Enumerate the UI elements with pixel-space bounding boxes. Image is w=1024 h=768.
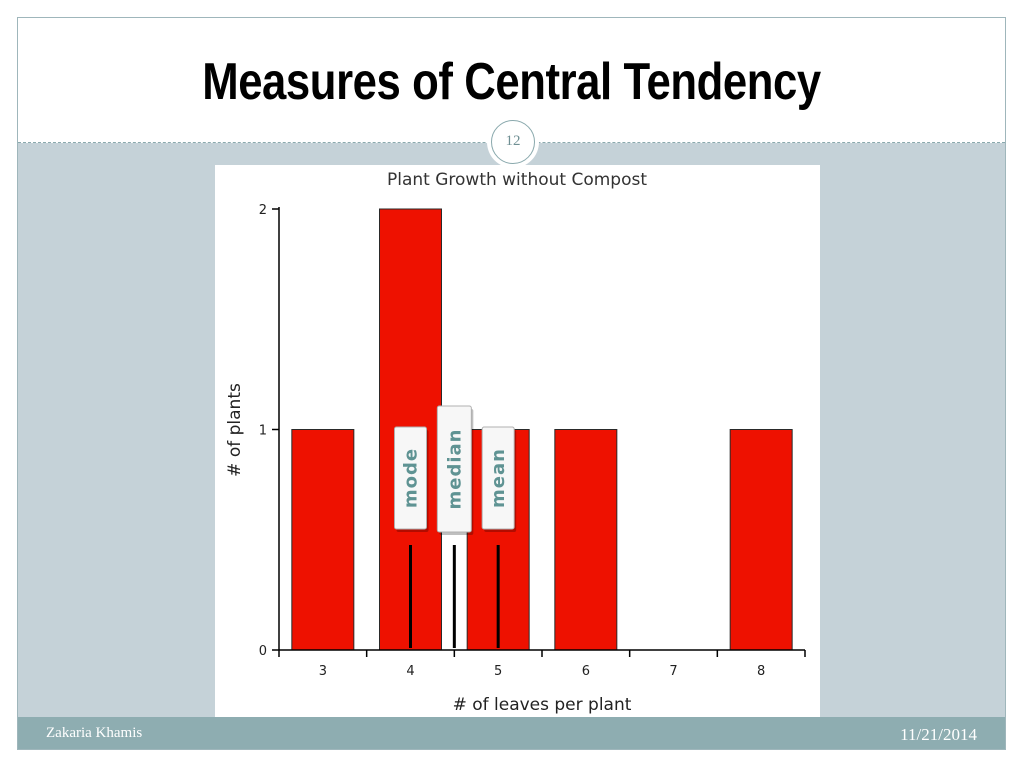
x-tick-label-4: 4 [406,664,414,679]
annotation-box-mode [394,426,427,530]
footer-date: 11/21/2014 [900,725,977,744]
y-tick-label-1: 1 [259,424,267,439]
annotation-label-mode: mode [401,448,422,508]
page-number-badge: 12 [487,116,539,168]
footer: Zakaria Khamis 11/21/2014 [18,717,1005,749]
bar-6 [554,429,618,651]
x-tick-label-7: 7 [669,664,677,679]
annotation-box-median [436,405,472,533]
chart-panel: Plant Growth without Compost 0 1 2 3 4 5 6 7 8 # o… [215,165,820,717]
annotation-label-median: median [444,429,465,510]
bar-3 [291,429,355,651]
y-tick-label-2: 2 [259,203,267,218]
x-tick-label-8: 8 [757,664,765,679]
page-number: 12 [491,120,535,164]
x-tick-label-6: 6 [582,664,590,679]
x-axis-label: # of leaves per plant [453,695,632,715]
y-tick-label-0: 0 [259,644,267,659]
annotation-box-mean [481,426,515,530]
bar-8 [729,429,793,651]
bar-chart: Plant Growth without Compost 0 1 2 3 4 5 6 7 8 # o… [225,170,806,715]
slide-title: Measures of Central Tendency [202,53,821,111]
chart-title: Plant Growth without Compost [387,170,647,190]
annotation-label-mean: mean [488,448,509,508]
y-axis-label: # of plants [225,383,245,477]
x-tick-label-5: 5 [494,664,502,679]
footer-author: Zakaria Khamis [46,725,143,741]
x-tick-label-3: 3 [319,664,327,679]
